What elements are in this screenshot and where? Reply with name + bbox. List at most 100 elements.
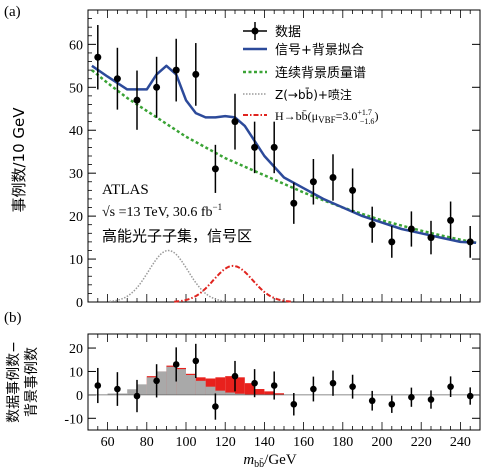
data-point xyxy=(407,225,415,233)
data-point xyxy=(211,165,219,173)
x-tick-label: 80 xyxy=(140,435,154,450)
residual-point xyxy=(212,403,219,410)
bottom-y-tick-label: 10 xyxy=(69,365,83,380)
residual-point xyxy=(427,396,435,403)
residual-point xyxy=(408,393,415,401)
top-y-tick-label: 20 xyxy=(69,210,83,225)
higgs-signal-bar xyxy=(254,389,265,395)
z-jets-bar xyxy=(176,369,186,395)
z-jets-bar xyxy=(186,374,196,395)
higgs-signal-bar xyxy=(215,377,226,395)
z-jets-bar xyxy=(146,377,157,395)
top-y-tick-label: 50 xyxy=(69,81,83,96)
z-jets-bar xyxy=(156,371,167,395)
residual-point xyxy=(251,379,258,387)
higgs-signal-bar xyxy=(274,393,284,395)
energy-lumi-label: √s =13 TeV, 30.6 fb−1 xyxy=(102,202,222,220)
z-jets-bar xyxy=(127,389,137,395)
residual-point xyxy=(290,400,298,408)
bottom-y-tick-label: 0 xyxy=(76,389,83,404)
data-point xyxy=(309,178,317,186)
x-tick-label: 60 xyxy=(101,435,115,450)
data-point xyxy=(251,143,259,151)
panel-a-label: (a) xyxy=(4,4,21,20)
higgs-signal-bar xyxy=(244,383,255,395)
panel-b-label: (b) xyxy=(4,310,22,326)
residual-point xyxy=(368,397,376,405)
z-jets-bar xyxy=(225,392,235,395)
z-jets-bar xyxy=(215,390,226,395)
residual-point xyxy=(94,382,102,389)
bottom-y-tick-label: 20 xyxy=(69,342,83,357)
legend-fit-label: 信号+背景拟合 xyxy=(275,43,364,58)
data-point xyxy=(153,83,161,91)
top-y-tick-label: 30 xyxy=(69,167,83,182)
data-point xyxy=(466,238,474,246)
legend-data-marker xyxy=(251,27,259,35)
residual-point xyxy=(153,377,160,385)
data-point xyxy=(349,186,357,194)
data-point xyxy=(192,70,200,78)
z-jets-curve xyxy=(109,249,228,303)
data-point xyxy=(113,75,121,83)
top-y-axis-label: 事例数/10 GeV xyxy=(10,107,28,213)
top-y-tick-label: 60 xyxy=(69,38,83,53)
residual-point xyxy=(114,385,121,393)
x-tick-label: 180 xyxy=(332,435,353,450)
atlas-label: ATLAS xyxy=(102,182,149,198)
data-point xyxy=(270,143,278,151)
x-tick-label: 240 xyxy=(450,435,471,450)
top-y-tick-label: 40 xyxy=(69,124,83,139)
bottom-y-axis-label-line1: 数据事例数− xyxy=(6,341,22,423)
higgs-signal-bar xyxy=(235,377,245,395)
z-jets-bar xyxy=(205,386,216,395)
residual-point xyxy=(329,379,337,387)
residual-point xyxy=(388,400,396,408)
bottom-y-tick-label: -10 xyxy=(64,412,83,427)
data-point xyxy=(94,53,102,61)
data-point xyxy=(231,118,239,126)
residual-point xyxy=(349,383,356,390)
residual-point xyxy=(447,383,454,390)
z-jets-bar xyxy=(235,393,245,395)
legend-data-label: 数据 xyxy=(275,25,301,40)
x-tick-label: 140 xyxy=(254,435,275,450)
signal-background-fit-curve xyxy=(91,64,477,244)
higgs-curve xyxy=(174,264,292,303)
data-point xyxy=(447,216,455,224)
legend-continuum-label: 连续背景质量谱 xyxy=(275,65,366,81)
data-point xyxy=(388,238,396,246)
data-point xyxy=(133,96,141,104)
legend-z-label: Z(→bb̄)+喷注 xyxy=(275,87,352,102)
data-point xyxy=(329,173,337,181)
z-jets-bar xyxy=(137,384,147,395)
legend: 数据 信号+背景拟合 连续背景质量谱 Z(→bb̄)+喷注 H→bb̄(μVBF… xyxy=(243,22,378,126)
legend-h-label: H→bb̄(μVBF=3.0+1.7 −1.6) xyxy=(275,108,378,126)
residual-point xyxy=(310,385,317,393)
x-axis-label: mbb̄/GeV xyxy=(243,452,297,470)
z-jets-bar xyxy=(195,380,206,395)
selection-label: 高能光子子集，信号区 xyxy=(102,227,252,245)
data-point xyxy=(172,66,180,74)
residual-point xyxy=(231,372,239,380)
data-point xyxy=(368,221,376,229)
x-tick-label: 200 xyxy=(372,435,393,450)
residual-point xyxy=(172,361,180,368)
residual-point xyxy=(466,392,474,400)
x-tick-label: 220 xyxy=(411,435,432,450)
residual-point xyxy=(270,382,278,389)
bottom-y-axis-label-line2: 背景事例数 xyxy=(24,347,40,417)
top-y-tick-label: 10 xyxy=(69,253,83,268)
higgs-signal-bar xyxy=(264,391,275,395)
data-point xyxy=(427,234,435,242)
x-tick-label: 160 xyxy=(293,435,314,450)
x-tick-label: 100 xyxy=(176,435,197,450)
residual-point xyxy=(133,392,141,400)
residual-point xyxy=(192,357,200,365)
z-jets-bar xyxy=(166,366,177,395)
x-tick-label: 120 xyxy=(215,435,236,450)
data-point xyxy=(290,199,298,207)
higgs-signal-bar xyxy=(225,376,235,395)
top-y-tick-label: 0 xyxy=(76,296,83,311)
